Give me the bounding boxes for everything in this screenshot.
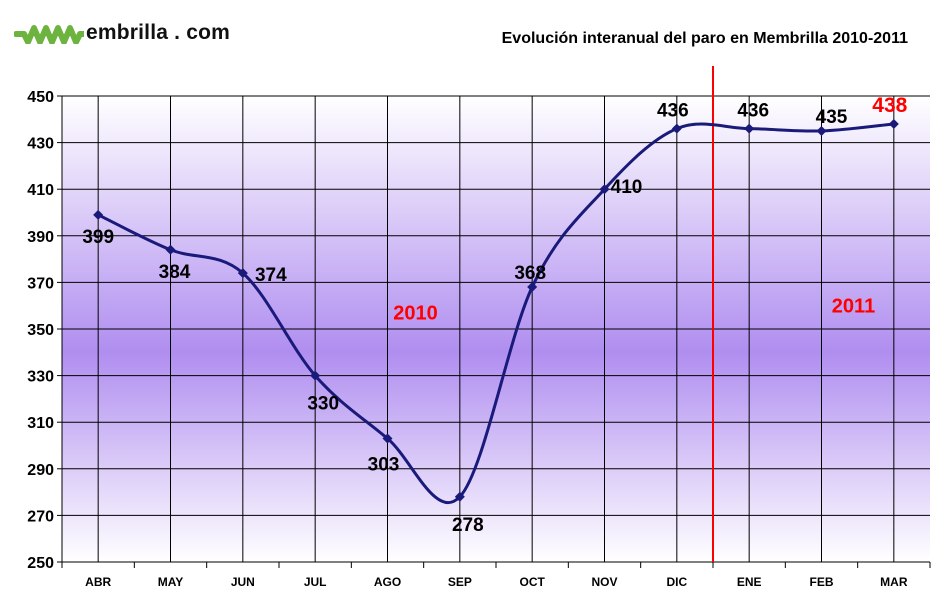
data-label: 436 <box>657 101 689 122</box>
y-tick-label: 330 <box>27 369 54 386</box>
data-point <box>93 209 104 220</box>
y-tick-label: 410 <box>27 182 54 199</box>
y-tick-label: 250 <box>27 555 54 572</box>
data-label: 435 <box>816 107 848 128</box>
logo-text: embrilla . com <box>86 21 231 44</box>
x-tick-label: FEB <box>810 575 834 589</box>
y-tick-label: 310 <box>27 415 54 432</box>
y-tick-label: 370 <box>27 275 54 292</box>
year-annotation: 2010 <box>393 303 438 325</box>
x-tick-label: JUL <box>304 575 327 589</box>
data-label: 399 <box>82 227 114 248</box>
data-point <box>527 282 538 293</box>
y-tick-label: 350 <box>27 322 54 339</box>
data-point <box>599 184 610 195</box>
data-label: 368 <box>514 263 546 284</box>
x-tick-label: MAY <box>158 575 184 589</box>
y-tick-label: 450 <box>27 89 54 106</box>
data-point <box>310 370 321 381</box>
data-label: 384 <box>159 262 191 283</box>
m-logo-icon <box>14 25 84 44</box>
data-label: 436 <box>737 101 769 122</box>
data-label: 374 <box>255 265 287 286</box>
x-tick-label: NOV <box>591 575 617 589</box>
x-tick-label: DIC <box>666 575 687 589</box>
x-tick-label: SEP <box>448 575 472 589</box>
data-point <box>816 125 827 136</box>
data-point <box>888 118 899 129</box>
data-point <box>237 268 248 279</box>
y-tick-label: 430 <box>27 136 54 153</box>
data-point <box>454 491 465 502</box>
year-annotation: 2011 <box>832 296 875 318</box>
x-tick-label: JUN <box>231 575 255 589</box>
x-axis-ticks: ABR MAY JUN JUL AGO SEP OCT NOV DIC ENE FEB MAR <box>61 562 931 589</box>
x-tick-label: ENE <box>737 575 762 589</box>
data-label: 278 <box>452 515 484 536</box>
x-tick-label: MAR <box>880 575 908 589</box>
y-tick-label: 390 <box>27 229 54 246</box>
chart-title: Evolución interanual del paro en Membril… <box>501 30 908 47</box>
data-point <box>165 244 176 255</box>
data-label: 410 <box>611 177 643 198</box>
data-point <box>382 433 393 444</box>
x-tick-label: AGO <box>374 575 401 589</box>
gridlines <box>62 95 930 563</box>
site-logo[interactable]: embrilla . com <box>14 18 230 48</box>
y-tick-label: 290 <box>27 462 54 479</box>
annotations: 2010 2011 <box>393 296 875 325</box>
data-points <box>93 118 899 502</box>
data-point <box>744 123 755 134</box>
y-tick-label: 270 <box>27 508 54 525</box>
x-tick-label: ABR <box>85 575 111 589</box>
data-label: 303 <box>368 455 400 476</box>
data-labels: 399 384 374 330 303 278 368 410 436 436 435 438 <box>82 94 907 536</box>
data-label: 330 <box>307 394 339 415</box>
data-label: 438 <box>872 94 907 117</box>
data-point <box>671 123 682 134</box>
category-gridlines <box>97 96 895 562</box>
x-tick-label: OCT <box>519 575 545 589</box>
y-axis-ticks: 250 270 290 310 330 350 370 390 410 430 450 <box>27 89 62 572</box>
